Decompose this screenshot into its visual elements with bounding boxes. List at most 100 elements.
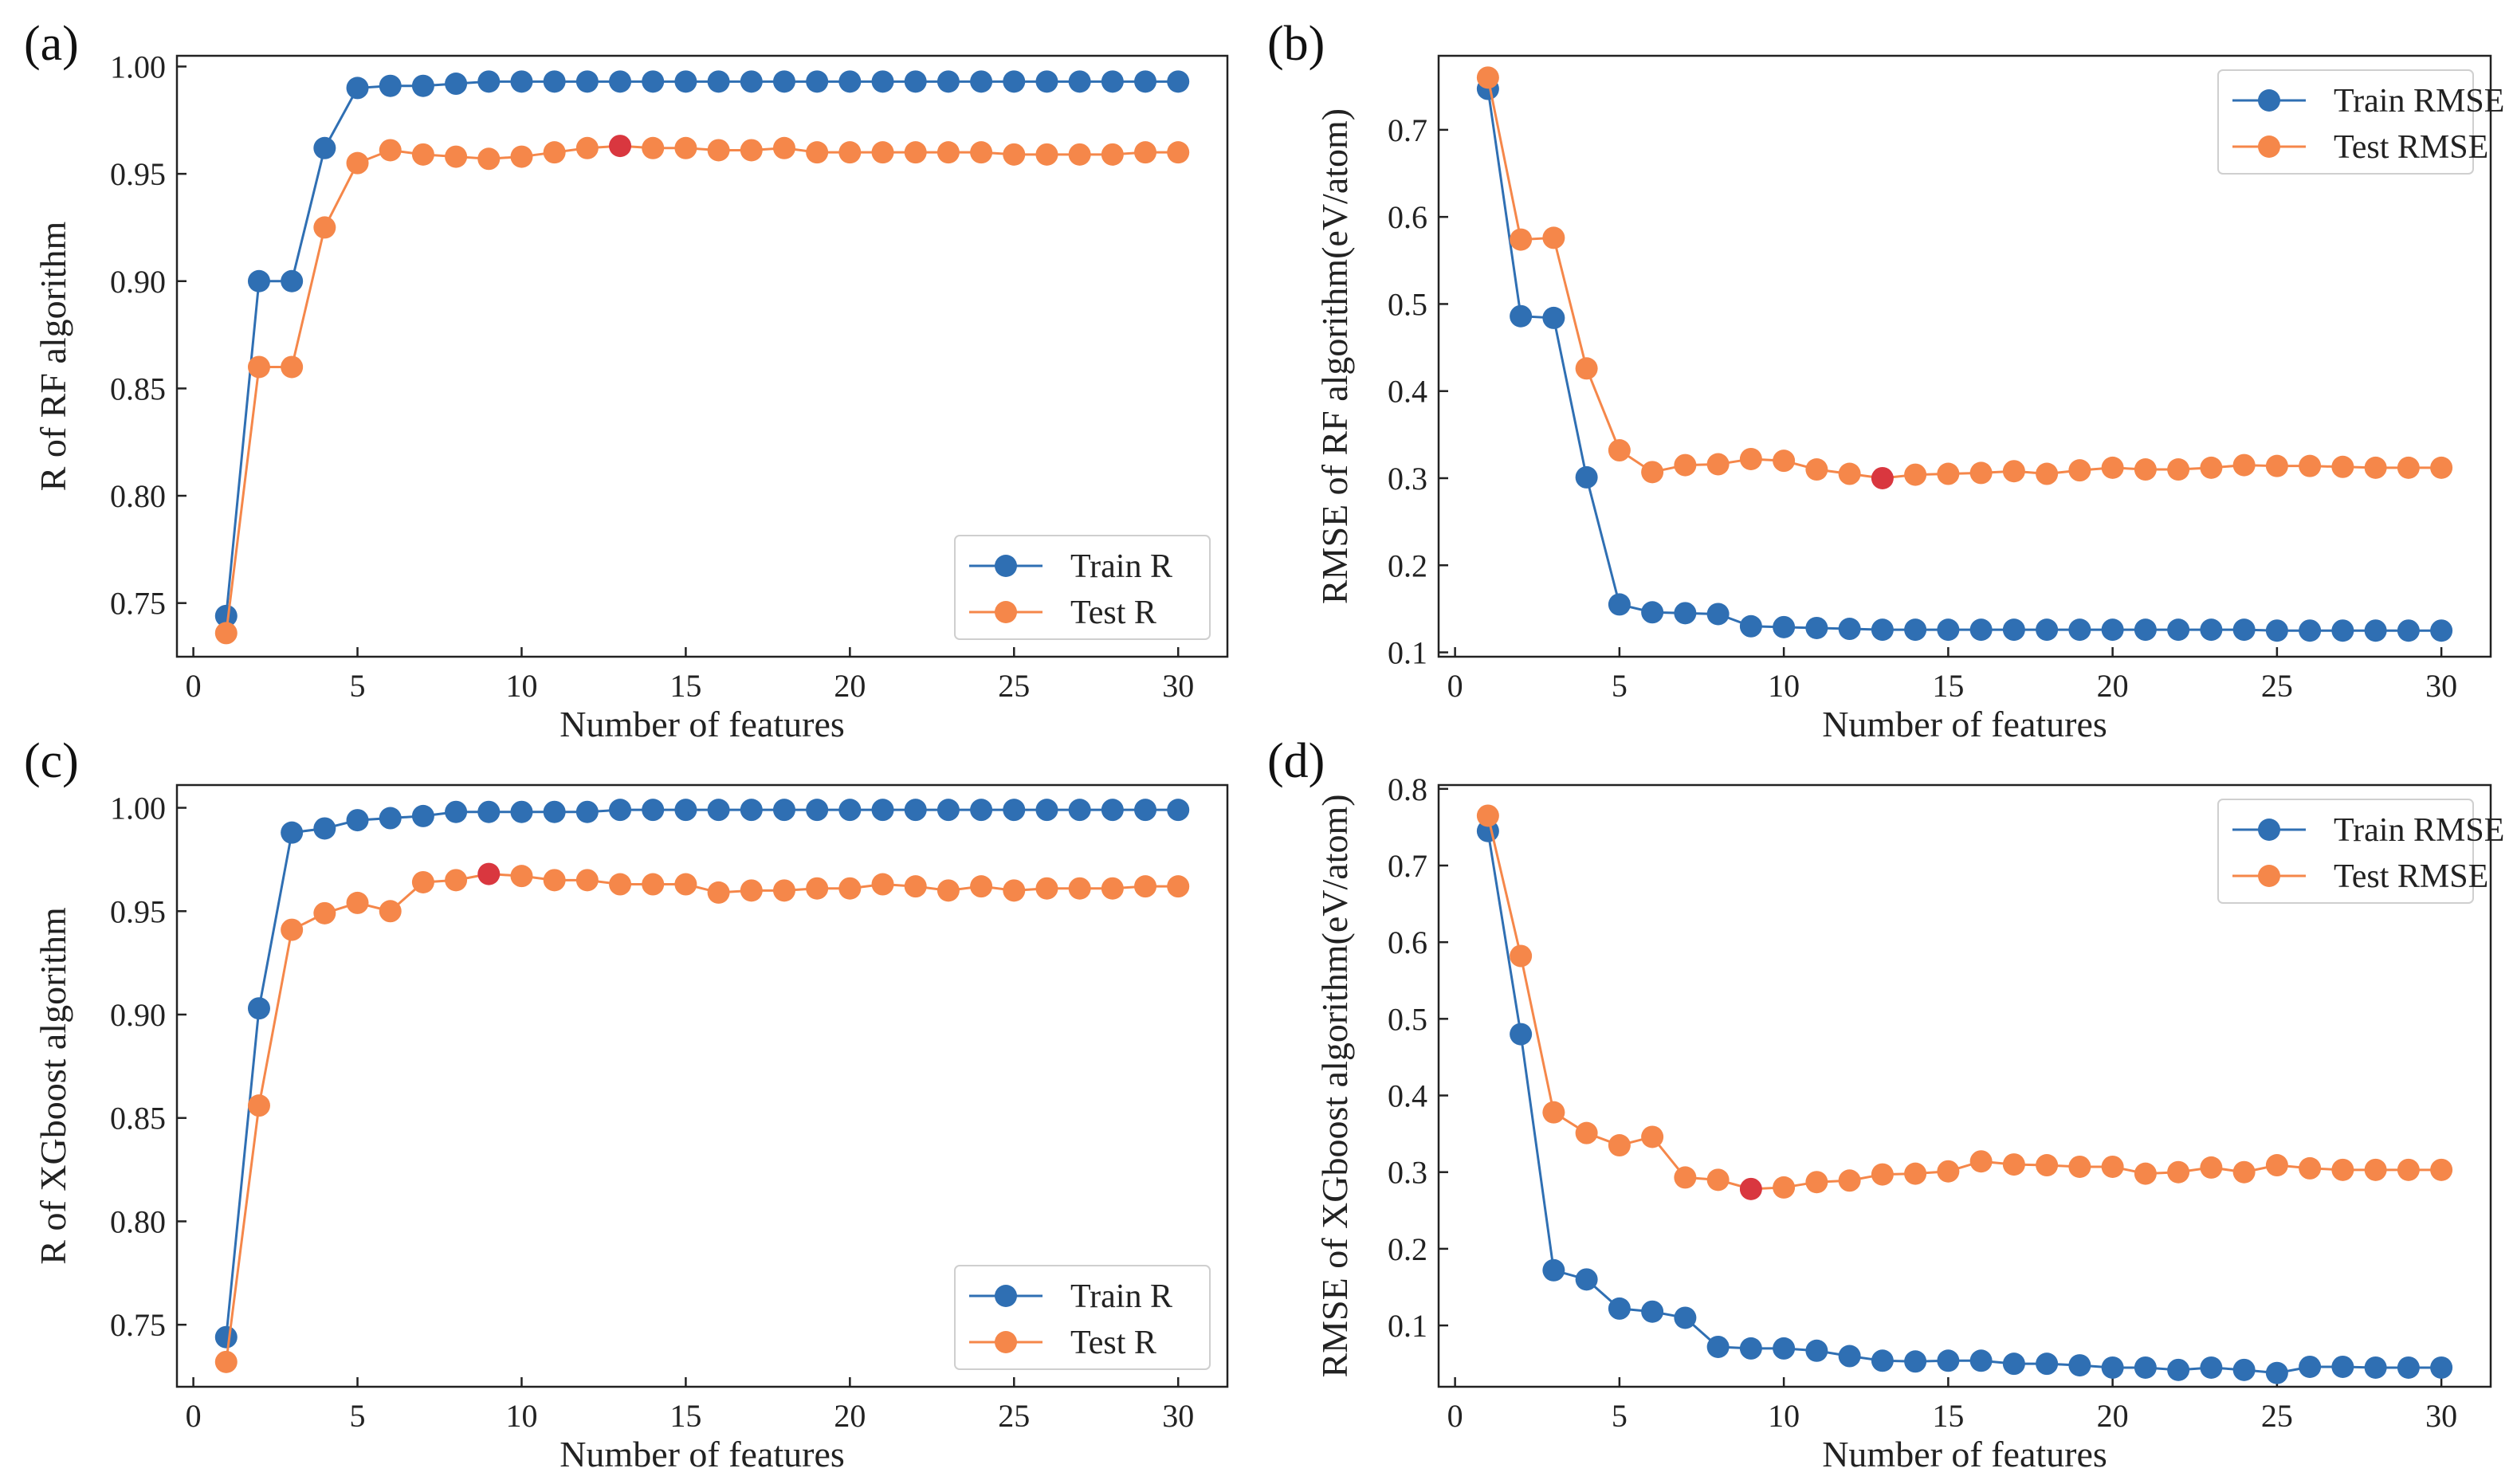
data-point-test [1773,450,1796,473]
x-tick-label: 10 [505,1398,537,1434]
x-tick-label: 30 [1162,668,1194,704]
data-point-train [1035,70,1058,93]
data-point-train [936,70,960,93]
panel-label: (b) [1267,17,1325,71]
data-point-train [674,799,697,822]
x-tick-label: 0 [1447,668,1463,704]
data-point-train [1773,615,1796,638]
legend-label: Train R [1070,548,1172,585]
data-point-test [1674,453,1697,477]
data-point-test [1003,143,1026,166]
data-point-test [2265,454,2288,477]
data-point-train [411,804,434,827]
data-point-test [1101,143,1124,166]
data-point-test [904,875,927,898]
data-point-train [970,799,993,822]
x-tick-label: 15 [1932,668,1964,704]
legend-marker-test [995,601,1017,623]
data-point-train [313,136,336,159]
legend-marker-train [995,555,1017,577]
panel-label: (d) [1267,734,1325,788]
data-point-train [1739,614,1762,638]
data-point-test [2232,453,2256,477]
data-point-test [313,216,336,239]
data-point-train [477,800,501,823]
data-point-test [1608,1134,1631,1157]
data-point-train [477,70,501,93]
data-point-train [2331,1355,2354,1378]
y-tick-label: 0.3 [1388,461,1427,497]
data-point-train [1706,1335,1730,1358]
data-point-test [2430,456,2453,479]
data-point-test [2232,1160,2256,1184]
data-point-train [1101,70,1124,93]
data-point-test [247,1094,270,1117]
data-point-test [936,141,960,164]
data-point-train [2002,1352,2025,1376]
data-point-test [247,355,270,379]
data-point-train [346,809,369,832]
data-point-test [936,879,960,902]
data-point-train [1706,603,1730,626]
data-point-test [2364,1158,2387,1181]
data-point-test [346,891,369,914]
x-axis-title: Number of features [560,1434,845,1474]
data-point-train [2134,618,2157,642]
y-tick-label: 0.90 [110,997,166,1033]
data-point-test [642,873,665,896]
data-point-test [2036,1154,2059,1177]
data-point-test [1805,458,1828,481]
data-point-test [1003,879,1026,902]
legend-marker-train [2258,819,2280,841]
data-point-train [1871,1349,1894,1372]
x-tick-label: 20 [2097,668,2129,704]
data-point-test [2002,460,2025,483]
y-tick-label: 0.75 [110,1307,166,1343]
data-point-train [2068,618,2091,642]
data-point-train [904,70,927,93]
x-tick-label: 20 [834,1398,866,1434]
x-tick-label: 10 [505,668,537,704]
series-line-train [1486,830,2442,1375]
data-point-train [1134,799,1157,822]
x-tick-label: 5 [350,668,366,704]
data-point-train [1134,70,1157,93]
data-point-train [2364,619,2387,642]
best-point [1871,466,1894,489]
legend-label: Test RMSE [2334,129,2488,166]
data-point-train [1969,618,1993,642]
y-tick-label: 0.7 [1388,848,1427,884]
data-point-train [772,70,795,93]
data-point-test [707,881,730,904]
data-point-train [2299,619,2322,642]
data-point-train [1641,601,1664,624]
data-point-test [1739,447,1762,470]
data-point-train [445,800,468,823]
y-tick-label: 0.4 [1388,374,1427,410]
data-point-test [1542,226,1565,249]
legend-marker-train [995,1285,1017,1307]
legend-marker-test [2258,135,2280,158]
data-point-test [575,136,599,159]
legend-label: Train RMSE [2334,83,2504,120]
legend: Train RMSE Test RMSE [2217,799,2504,904]
data-point-train [2299,1355,2322,1378]
data-point-test [281,355,304,379]
x-tick-label: 20 [2097,1398,2129,1434]
data-point-train [1608,1297,1631,1320]
data-point-train [1773,1337,1796,1360]
data-point-test [1575,357,1598,380]
data-point-train [510,70,533,93]
legend-label: Train RMSE [2334,812,2504,849]
data-point-train [740,70,763,93]
data-point-train [772,799,795,822]
data-point-train [1575,465,1598,489]
data-point-train [2101,1356,2124,1379]
data-point-test [1101,877,1124,900]
data-point-train [2430,619,2453,642]
data-point-train [445,73,468,96]
legend-marker-test [995,1331,1017,1353]
data-point-test [313,901,336,925]
data-point-train [609,70,632,93]
data-point-test [1068,143,1091,166]
